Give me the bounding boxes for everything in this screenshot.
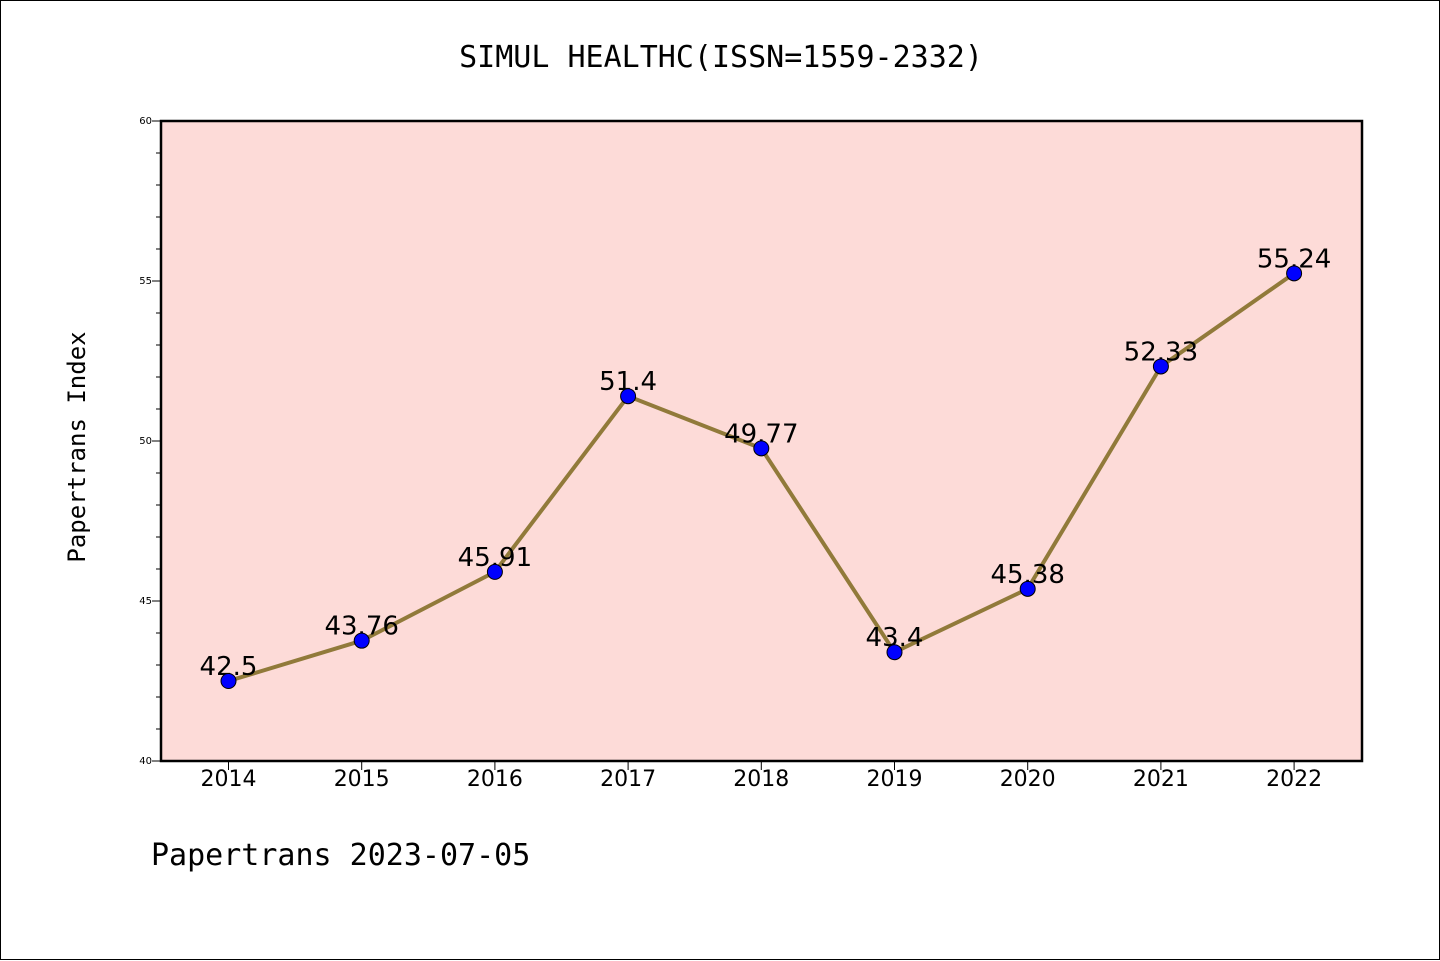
y-tick-label: 40 (139, 756, 152, 767)
x-tick-label: 2016 (467, 767, 523, 792)
y-tick-label: 60 (139, 116, 152, 127)
y-axis: 40 45 50 55 60 (139, 116, 161, 767)
y-tick-label: 50 (139, 436, 152, 447)
data-point-marker (220, 673, 237, 689)
data-point-marker (1286, 265, 1303, 282)
x-tick-label: 2021 (1133, 767, 1189, 792)
data-point-marker (753, 440, 770, 457)
x-tick-label: 2019 (867, 767, 923, 792)
data-point-marker (620, 388, 637, 405)
data-point-marker (353, 632, 370, 649)
plot-border (159, 119, 1364, 763)
data-point-marker (886, 644, 903, 661)
footer-note: Papertrans 2023-07-05 (151, 838, 530, 873)
data-point-marker (1152, 358, 1169, 375)
data-point-marker (1019, 580, 1036, 597)
y-axis-label: Papertrans Index (63, 331, 91, 562)
x-tick-label: 2022 (1266, 767, 1322, 792)
y-tick-label: 45 (139, 596, 152, 607)
x-tick-label: 2014 (201, 767, 257, 792)
data-point-marker (486, 563, 503, 580)
y-tick-label: 55 (139, 276, 152, 287)
x-tick-label: 2018 (733, 767, 789, 792)
chart-title: SIMUL HEALTHC(ISSN=1559-2332) (459, 40, 983, 75)
x-axis: 2014 2015 2016 2017 2018 2019 2020 2021 2022 (201, 761, 1322, 792)
x-tick-label: 2015 (334, 767, 390, 792)
x-tick-label: 2020 (1000, 767, 1056, 792)
x-tick-label: 2017 (600, 767, 656, 792)
